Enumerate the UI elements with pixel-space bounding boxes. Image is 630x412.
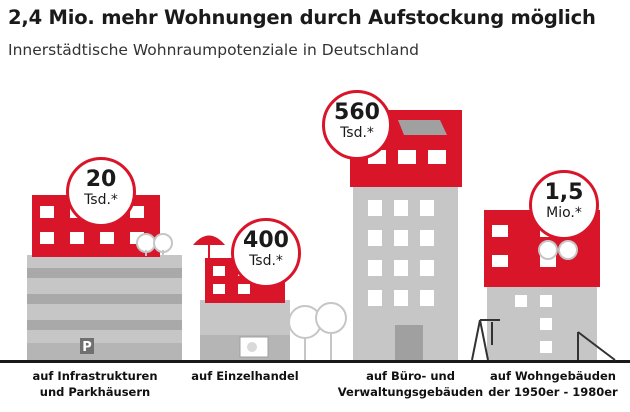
value-unit: Mio.* bbox=[546, 205, 582, 221]
value-badge-retail: 400 Tsd.* bbox=[231, 218, 301, 288]
window bbox=[130, 206, 144, 218]
solar-panel-icon bbox=[398, 120, 447, 135]
window bbox=[492, 255, 508, 267]
label-line: auf Einzelhandel bbox=[191, 369, 299, 383]
window bbox=[540, 295, 552, 307]
window bbox=[394, 230, 408, 246]
garage-deck-1 bbox=[27, 268, 182, 278]
window bbox=[428, 150, 446, 164]
window bbox=[398, 150, 416, 164]
window bbox=[40, 232, 54, 244]
value-badge-office: 560 Tsd.* bbox=[322, 90, 392, 160]
garage-ground bbox=[27, 343, 182, 360]
window bbox=[100, 232, 114, 244]
tree-icon bbox=[558, 240, 578, 260]
window bbox=[213, 266, 225, 276]
value-badge-residential: 1,5 Mio.* bbox=[529, 170, 599, 240]
umbrella-icon bbox=[193, 235, 225, 245]
value-unit: Tsd.* bbox=[84, 192, 118, 208]
window bbox=[540, 341, 552, 353]
slide-icon bbox=[577, 331, 616, 361]
window bbox=[420, 200, 434, 216]
tree-icon bbox=[315, 302, 347, 334]
tree-trunk bbox=[330, 333, 332, 360]
window bbox=[368, 200, 382, 216]
tree-trunk bbox=[304, 337, 306, 360]
window bbox=[368, 230, 382, 246]
sun-icon bbox=[247, 342, 257, 352]
label-line: und Parkhäusern bbox=[39, 385, 151, 399]
window bbox=[368, 260, 382, 276]
value-number: 560 bbox=[334, 100, 380, 125]
window bbox=[368, 290, 382, 306]
value-number: 1,5 bbox=[544, 180, 584, 205]
window bbox=[420, 290, 434, 306]
window bbox=[394, 290, 408, 306]
parking-icon-bg bbox=[80, 338, 94, 354]
window bbox=[40, 206, 54, 218]
window bbox=[540, 318, 552, 330]
ground-line bbox=[0, 360, 630, 363]
tree-icon bbox=[153, 233, 173, 253]
window bbox=[492, 225, 508, 237]
window bbox=[70, 232, 84, 244]
garage-deck-3 bbox=[27, 320, 182, 330]
tree-trunk bbox=[145, 250, 147, 256]
window bbox=[515, 295, 527, 307]
building-parking-garage: P bbox=[27, 195, 182, 360]
value-number: 20 bbox=[85, 167, 117, 192]
label-line: Verwaltungsgebäuden bbox=[337, 385, 484, 399]
label-line: auf Infrastrukturen bbox=[32, 369, 158, 383]
garage-deck-2 bbox=[27, 294, 182, 304]
umbrella-pole bbox=[208, 245, 210, 259]
tree-trunk bbox=[162, 250, 164, 256]
window bbox=[394, 260, 408, 276]
value-badge-infrastructure: 20 Tsd.* bbox=[66, 157, 136, 227]
page-subtitle: Innerstädtische Wohnraumpotenziale in De… bbox=[8, 41, 420, 59]
label-line: auf Wohngebäuden bbox=[490, 369, 616, 383]
category-label-office: auf Büro- und Verwaltungsgebäuden bbox=[328, 368, 493, 400]
window bbox=[213, 284, 225, 294]
value-unit: Tsd.* bbox=[340, 125, 374, 141]
tree-icon bbox=[136, 233, 156, 253]
page-title: 2,4 Mio. mehr Wohnungen durch Aufstockun… bbox=[8, 6, 596, 29]
value-number: 400 bbox=[243, 228, 289, 253]
category-label-retail: auf Einzelhandel bbox=[175, 368, 315, 384]
swing-icon bbox=[471, 319, 500, 361]
window bbox=[420, 230, 434, 246]
tree-icon bbox=[538, 240, 558, 260]
parking-icon: P bbox=[82, 340, 92, 355]
office-door bbox=[395, 325, 423, 360]
category-label-infrastructure: auf Infrastrukturen und Parkhäusern bbox=[10, 368, 180, 400]
window bbox=[394, 200, 408, 216]
window bbox=[238, 284, 250, 294]
label-line: auf Büro- und bbox=[366, 369, 455, 383]
label-line: der 1950er - 1980er bbox=[488, 385, 618, 399]
office-windows bbox=[368, 200, 434, 306]
category-label-residential: auf Wohngebäuden der 1950er - 1980er bbox=[478, 368, 628, 400]
window bbox=[420, 260, 434, 276]
value-unit: Tsd.* bbox=[249, 253, 283, 269]
